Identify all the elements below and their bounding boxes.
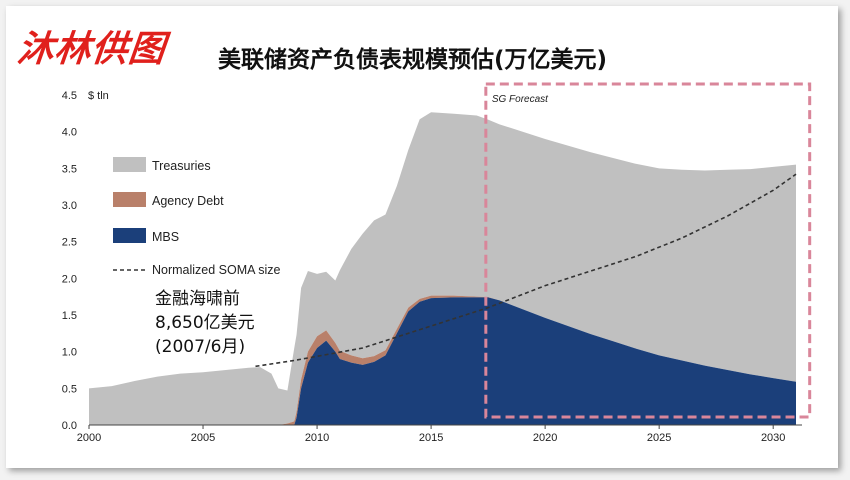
stacked-areas: [89, 112, 796, 425]
y-tick-label: 4.5: [62, 90, 77, 102]
agency-debt-legend-swatch: [113, 192, 146, 207]
annotation-line: 8,650亿美元: [155, 313, 255, 333]
treasuries-legend-label: Treasuries: [152, 159, 211, 173]
x-tick-label: 2005: [191, 432, 215, 444]
soma-line-layer: [255, 173, 797, 368]
y-tick-label: 2.5: [62, 237, 77, 249]
mbs-legend-label: MBS: [152, 230, 179, 244]
forecast-region: SG Forecast: [484, 82, 812, 419]
y-tick-label: 4.0: [62, 127, 77, 139]
chart-title: 美联储资产负债表规模预估(万亿美元): [218, 47, 608, 73]
treasuries-area: [89, 112, 796, 425]
annotation-line: 金融海啸前: [155, 289, 240, 309]
x-tick-label: 2010: [305, 432, 329, 444]
legend: Treasuries Agency Debt MBS Normalized SOMA …: [113, 157, 281, 277]
y-tick-label: 3.5: [62, 163, 77, 175]
forecast-box: [484, 82, 812, 419]
x-tick-label: 2025: [647, 432, 671, 444]
y-tick-label: 1.0: [62, 347, 77, 359]
pre-crisis-annotation: 金融海啸前 8,650亿美元 (2007/6月): [155, 289, 255, 357]
y-tick-label: 0.5: [62, 383, 77, 395]
x-tick-label: 2015: [419, 432, 443, 444]
axes: 2000 2005 2010 2015 2020 2025 2030 0.0 0.5 1.0 1.5…: [62, 90, 802, 444]
forecast-label: SG Forecast: [492, 94, 549, 105]
y-axis-unit: $ tln: [88, 90, 109, 102]
mbs-area: [89, 297, 796, 425]
soma-line: [255, 173, 797, 368]
y-tick-label: 0.0: [62, 420, 77, 432]
treasuries-legend-swatch: [113, 157, 146, 172]
y-tick-label: 2.0: [62, 273, 77, 285]
y-tick-label: 3.0: [62, 200, 77, 212]
annotation-line: (2007/6月): [155, 337, 245, 357]
soma-legend-label: Normalized SOMA size: [152, 263, 281, 277]
x-tick-label: 2000: [77, 432, 101, 444]
y-tick-label: 1.5: [62, 310, 77, 322]
agency-debt-legend-label: Agency Debt: [152, 194, 224, 208]
x-tick-label: 2030: [761, 432, 785, 444]
x-tick-label: 2020: [533, 432, 557, 444]
mbs-legend-swatch: [113, 228, 146, 243]
